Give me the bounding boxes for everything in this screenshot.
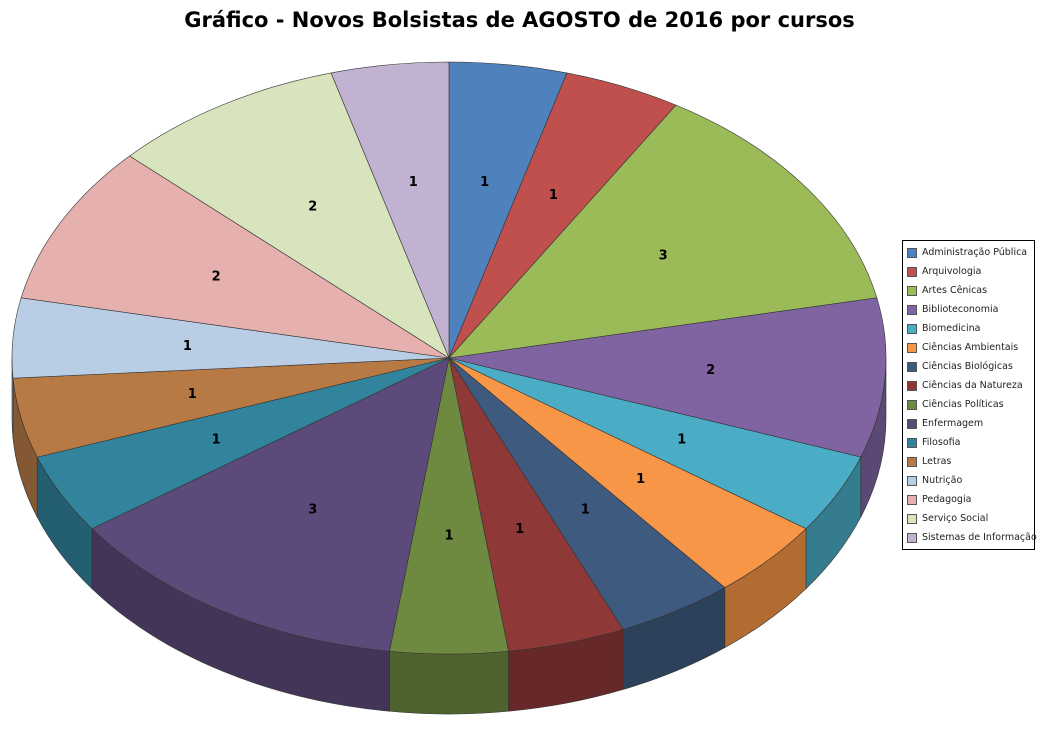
legend-swatch (907, 342, 917, 353)
data-label-13: 2 (212, 269, 221, 284)
legend-swatch (907, 494, 917, 505)
data-label-14: 2 (308, 199, 317, 214)
legend-swatch (907, 247, 917, 258)
legend: Administração Pública Arquivologia Artes C… (902, 240, 1037, 550)
legend-swatch (907, 399, 917, 410)
data-label-3: 2 (706, 363, 715, 378)
legend-label: Nutrição (922, 475, 963, 486)
legend-swatch (907, 323, 917, 334)
legend-label: Serviço Social (922, 513, 989, 524)
legend-swatch (907, 437, 917, 448)
legend-label: Sistemas de Informação (922, 532, 1037, 543)
legend-swatch (907, 361, 917, 372)
pie-slice-13 (20, 155, 450, 359)
legend-swatch (907, 475, 917, 486)
legend-item: Arquivologia (907, 262, 1034, 281)
data-label-7: 1 (515, 522, 524, 537)
legend-item: Ciências da Natureza (907, 376, 1034, 395)
legend-item: Filosofia (907, 433, 1034, 452)
legend-label: Biomedicina (922, 323, 981, 334)
legend-label: Filosofia (922, 437, 961, 448)
data-label-12: 1 (183, 339, 192, 354)
pie-slice-3 (448, 297, 887, 458)
legend-label: Administração Pública (922, 247, 1028, 258)
legend-item: Artes Cênicas (907, 281, 1034, 300)
pie-slice-15 (330, 61, 450, 359)
pie-slice-14 (129, 72, 450, 359)
legend-swatch (907, 456, 917, 467)
legend-label: Artes Cênicas (922, 285, 988, 296)
legend-item: Enfermagem (907, 414, 1034, 433)
data-label-0: 1 (480, 175, 489, 190)
legend-item: Administração Pública (907, 243, 1034, 262)
legend-item: Pedagogia (907, 490, 1034, 509)
legend-swatch (907, 532, 917, 543)
data-label-1: 1 (549, 188, 558, 203)
legend-swatch (907, 380, 917, 391)
legend-item: Serviço Social (907, 509, 1034, 528)
legend-item: Biblioteconomia (907, 300, 1034, 319)
legend-label: Ciências Políticas (922, 399, 1004, 410)
data-label-6: 1 (581, 503, 590, 518)
data-label-9: 3 (308, 503, 317, 518)
legend-label: Enfermagem (922, 418, 984, 429)
pie-side-8 (389, 650, 509, 715)
legend-swatch (907, 513, 917, 524)
legend-label: Letras (922, 456, 952, 467)
data-label-5: 1 (636, 472, 645, 487)
legend-label: Pedagogia (922, 494, 972, 505)
legend-label: Ciências Biológicas (922, 361, 1013, 372)
legend-item: Ciências Biológicas (907, 357, 1034, 376)
legend-item: Biomedicina (907, 319, 1034, 338)
legend-label: Ciências Ambientais (922, 342, 1019, 353)
data-label-4: 1 (677, 433, 686, 448)
legend-label: Arquivologia (922, 266, 982, 277)
legend-swatch (907, 285, 917, 296)
legend-item: Ciências Políticas (907, 395, 1034, 414)
legend-label: Biblioteconomia (922, 304, 999, 315)
legend-swatch (907, 418, 917, 429)
legend-item: Letras (907, 452, 1034, 471)
data-label-8: 1 (444, 529, 453, 544)
legend-swatch (907, 266, 917, 277)
data-label-15: 1 (409, 175, 418, 190)
legend-item: Sistemas de Informação (907, 528, 1037, 547)
data-label-11: 1 (188, 387, 197, 402)
data-label-2: 3 (659, 249, 668, 264)
chart-title: Gráfico - Novos Bolsistas de AGOSTO de 2… (184, 8, 855, 32)
legend-item: Nutrição (907, 471, 1034, 490)
legend-label: Ciências da Natureza (922, 380, 1023, 391)
legend-item: Ciências Ambientais (907, 338, 1034, 357)
legend-swatch (907, 304, 917, 315)
pie-slice-2 (448, 104, 878, 359)
pie-slice-9 (91, 357, 450, 652)
data-label-10: 1 (212, 433, 221, 448)
